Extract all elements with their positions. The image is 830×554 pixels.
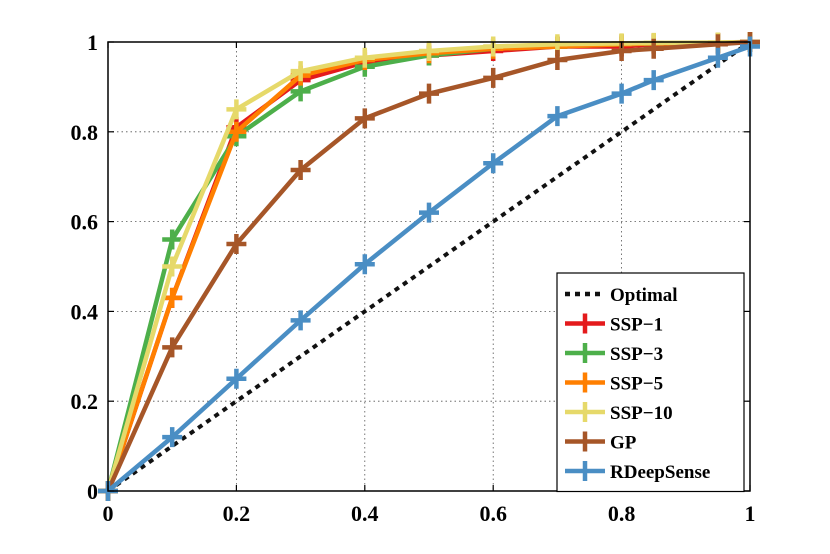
data-point-rdeepsense bbox=[707, 47, 728, 68]
data-point-gp bbox=[419, 83, 439, 104]
axis-ticks: 0 0.2 0.4 0.6 0.8 1 0 0.2 0.4 0.6 0.8 1 bbox=[71, 30, 756, 526]
series-line-gp bbox=[105, 39, 753, 494]
x-tick-label: 0.4 bbox=[351, 501, 379, 526]
y-tick-label: 0 bbox=[87, 479, 98, 504]
data-point-rdeepsense bbox=[419, 202, 439, 223]
data-point-ssp-10 bbox=[162, 256, 183, 277]
x-tick-label: 0.2 bbox=[223, 501, 251, 526]
data-point-gp bbox=[483, 67, 504, 88]
y-tick-label: 0.8 bbox=[71, 120, 99, 145]
x-tick-label: 1 bbox=[745, 501, 756, 526]
y-tick-label: 0.4 bbox=[71, 299, 99, 324]
data-point-rdeepsense bbox=[611, 83, 632, 104]
series-line-optimal bbox=[106, 40, 752, 493]
y-tick-label: 1 bbox=[87, 30, 98, 55]
y-tick-label: 0.2 bbox=[71, 389, 99, 414]
data-point-ssp-5 bbox=[226, 121, 247, 142]
data-point-gp bbox=[354, 108, 375, 129]
legend-label-ssp-5: SSP−5 bbox=[610, 374, 663, 395]
data-point-gp bbox=[162, 337, 183, 358]
data-point-ssp-10 bbox=[419, 40, 439, 61]
x-tick-label: 0.6 bbox=[479, 501, 507, 526]
x-tick-label: 0 bbox=[103, 501, 114, 526]
data-point-rdeepsense bbox=[483, 153, 504, 174]
x-tick-label: 0.8 bbox=[608, 501, 636, 526]
plot-frame bbox=[107, 41, 751, 492]
data-point-gp bbox=[226, 234, 247, 255]
legend: Optimal SSP−1 SSP−3 SSP−5 SSP−10 GP RDeepSense bbox=[556, 272, 745, 493]
data-point-rdeepsense bbox=[162, 427, 183, 448]
data-point-gp bbox=[547, 49, 568, 70]
legend-label-rdeepsense: RDeepSense bbox=[610, 462, 710, 483]
data-point-ssp-10 bbox=[226, 99, 247, 120]
y-tick-label: 0.6 bbox=[71, 210, 99, 235]
data-point-rdeepsense bbox=[547, 106, 568, 127]
data-point-rdeepsense bbox=[354, 254, 375, 275]
legend-label-ssp-10: SSP−10 bbox=[610, 403, 673, 424]
data-point-rdeepsense bbox=[290, 310, 311, 331]
legend-label-gp: GP bbox=[610, 433, 637, 454]
data-point-ssp-10 bbox=[290, 61, 311, 82]
series-line-ssp-10 bbox=[105, 39, 753, 494]
data-point-rdeepsense bbox=[643, 70, 664, 91]
series-line-rdeepsense bbox=[105, 44, 753, 494]
data-point-ssp-3 bbox=[162, 229, 183, 250]
data-point-rdeepsense bbox=[226, 368, 247, 389]
legend-label-optimal: Optimal bbox=[610, 285, 678, 306]
legend-label-ssp-1: SSP−1 bbox=[610, 315, 663, 336]
data-point-ssp-10 bbox=[354, 47, 375, 68]
legend-label-ssp-3: SSP−3 bbox=[610, 344, 663, 365]
data-point-gp bbox=[290, 159, 311, 180]
